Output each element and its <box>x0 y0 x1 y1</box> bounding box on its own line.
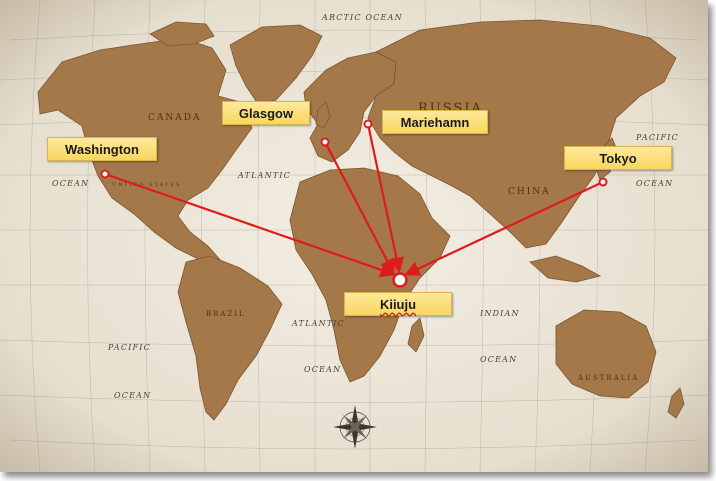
ocean-label-indian: INDIAN <box>479 309 520 318</box>
city-label-washington: Washington <box>47 137 157 161</box>
europe <box>303 51 397 163</box>
ocean-label-pacific-east: PACIFIC <box>635 133 679 142</box>
southeast-asia-islands <box>529 255 602 283</box>
city-marker-tokyo <box>598 177 608 187</box>
city-label-mariehamn: Mariehamn <box>382 110 488 134</box>
ocean-label-atlantic-north: ATLANTIC <box>237 171 291 180</box>
ocean-label-ocean-south-pacific: OCEAN <box>114 391 151 400</box>
land-label-canada: CANADA <box>148 113 201 123</box>
ocean-label-ocean-indian: OCEAN <box>480 355 517 364</box>
route-mariehamn-kiiuju <box>366 123 404 274</box>
ocean-labels: ARCTIC OCEAN PACIFIC OCEAN ATLANTIC OCEA… <box>52 13 679 400</box>
land-label-brazil: BRAZIL <box>206 310 246 318</box>
world-map-frame: ARCTIC OCEAN PACIFIC OCEAN ATLANTIC OCEA… <box>0 0 708 472</box>
ocean-label-ocean-east: OCEAN <box>636 179 673 188</box>
city-marker-mariehamn <box>363 119 373 129</box>
hub-marker-kiiuju <box>392 272 408 288</box>
route-tokyo-kiiuju <box>404 181 604 276</box>
arctic-islands <box>149 21 215 47</box>
city-marker-glasgow <box>320 137 330 147</box>
ocean-label-ocean-west: OCEAN <box>52 179 89 188</box>
ocean-label-atlantic-south: ATLANTIC <box>291 319 345 328</box>
asia <box>367 19 677 249</box>
route-lines <box>104 123 604 278</box>
land-label-australia: AUSTRALIA <box>577 374 639 382</box>
ocean-label-arctic: ARCTIC OCEAN <box>321 13 403 22</box>
hub-label-kiiuju: Kiiuju <box>344 292 452 316</box>
route-washington-kiiuju <box>104 172 396 278</box>
city-marker-washington <box>100 169 110 179</box>
madagascar <box>407 317 425 353</box>
ocean-label-ocean-south-atlantic: OCEAN <box>304 365 341 374</box>
city-markers <box>100 119 608 288</box>
compass-rose-icon <box>333 405 377 449</box>
south-america <box>177 255 283 421</box>
greenland <box>229 24 323 105</box>
city-label-tokyo: Tokyo <box>564 146 672 170</box>
city-label-glasgow: Glasgow <box>222 101 310 125</box>
africa <box>289 167 451 383</box>
land-label-china: CHINA <box>508 187 551 197</box>
new-zealand <box>667 387 685 419</box>
world-map: ARCTIC OCEAN PACIFIC OCEAN ATLANTIC OCEA… <box>0 0 708 472</box>
land-label-united-states: UNITED STATES <box>112 182 181 188</box>
route-glasgow-kiiuju <box>324 141 395 275</box>
great-britain <box>315 101 331 129</box>
australia <box>555 309 657 399</box>
ocean-label-pacific-south: PACIFIC <box>107 343 151 352</box>
